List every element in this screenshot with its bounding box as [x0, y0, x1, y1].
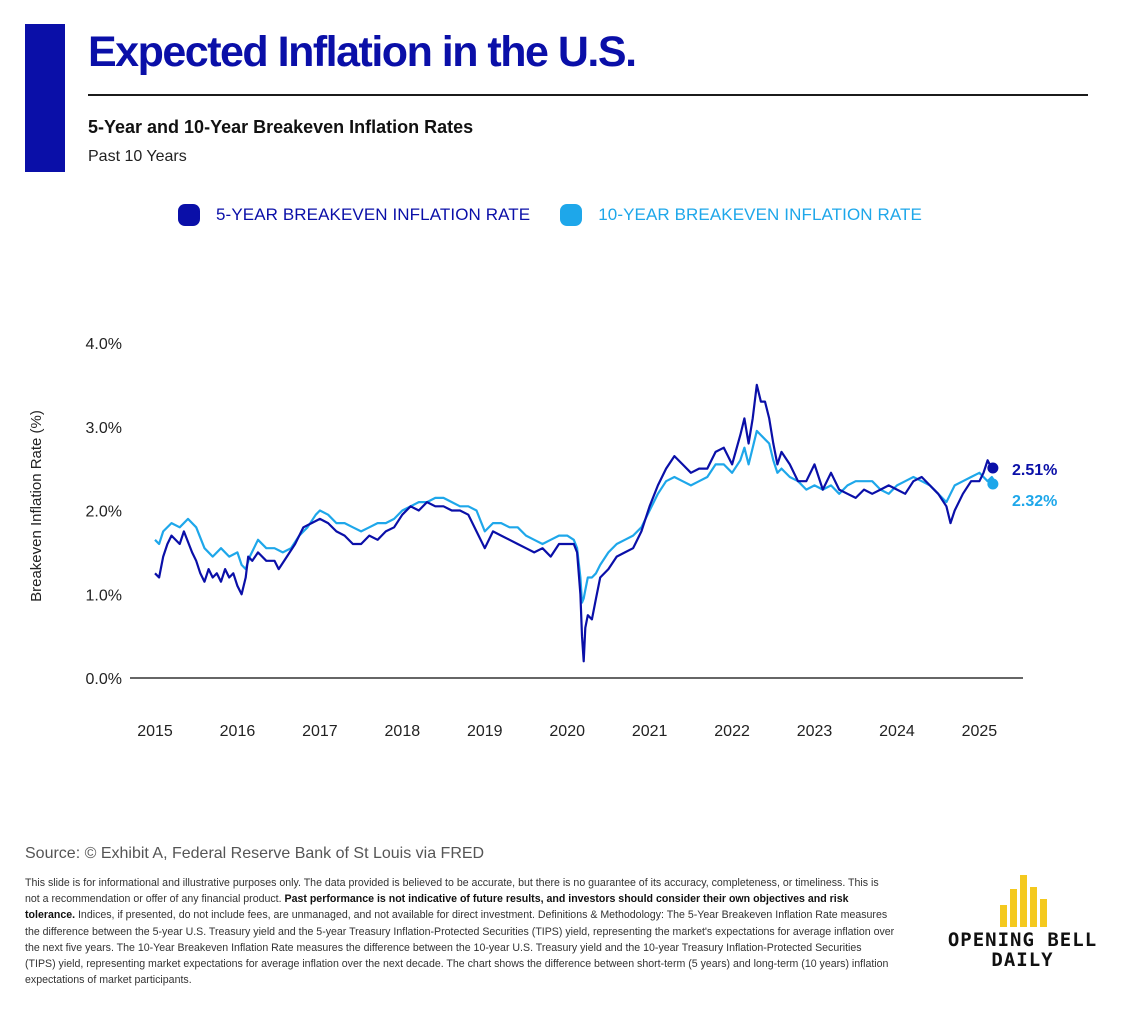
x-tick-label: 2024 [879, 723, 915, 740]
opening-bell-daily-logo: OPENING BELL DAILY [930, 870, 1115, 980]
disclaimer-part-2: Indices, if presented, do not include fe… [25, 909, 895, 987]
legend-label-10y: 10-YEAR BREAKEVEN INFLATION RATE [598, 205, 922, 224]
x-tick-label: 2018 [385, 723, 421, 740]
chart-subtitle: 5-Year and 10-Year Breakeven Inflation R… [88, 117, 474, 137]
series-line-10y [154, 429, 997, 604]
chart-legend: 5-YEAR BREAKEVEN INFLATION RATE 10-YEAR … [178, 204, 952, 226]
x-tick-label: 2020 [549, 723, 585, 740]
bar-chart-logo-icon [1000, 875, 1047, 927]
breakeven-line-chart: Breakeven Inflation Rate (%) 0.0% 1.0% 2.0… [28, 336, 1057, 740]
x-tick-label: 2022 [714, 723, 750, 740]
x-tick-label: 2021 [632, 723, 668, 740]
y-tick-label: 0.0% [86, 671, 122, 688]
legend-item-5y: 5-YEAR BREAKEVEN INFLATION RATE [178, 204, 530, 226]
y-tick-label: 1.0% [86, 587, 122, 604]
page-title: Expected Inflation in the U.S. [88, 28, 637, 76]
x-tick-label: 2016 [220, 723, 256, 740]
logo-line-1: OPENING BELL [947, 929, 1098, 951]
x-tick-label: 2019 [467, 723, 503, 740]
y-tick-label: 2.0% [86, 504, 122, 521]
y-axis-label: Breakeven Inflation Rate (%) [28, 410, 45, 602]
disclaimer-part-1: This slide is for informational and illu… [25, 877, 879, 906]
legend-swatch-10y [560, 204, 583, 226]
accent-bar [25, 24, 65, 172]
source-note: Source: © Exhibit A, Federal Reserve Ban… [25, 845, 485, 862]
chart-period: Past 10 Years [88, 148, 187, 165]
x-tick-label: 2015 [137, 723, 173, 740]
legend-label-5y: 5-YEAR BREAKEVEN INFLATION RATE [216, 205, 531, 224]
legend-item-10y: 10-YEAR BREAKEVEN INFLATION RATE [560, 204, 922, 226]
end-marker-5y [987, 462, 999, 474]
logo-wordmark: OPENING BELL DAILY [930, 930, 1115, 970]
disclaimer-bold: Past performance is not indicative of fu… [25, 893, 849, 922]
y-tick-label: 4.0% [86, 336, 122, 353]
x-tick-label: 2017 [302, 723, 338, 740]
end-marker-10y [987, 478, 999, 490]
logo-line-2: DAILY [991, 949, 1054, 971]
series-line-5y [154, 383, 997, 663]
x-tick-label: 2025 [962, 723, 998, 740]
legend-swatch-5y [178, 204, 200, 226]
disclaimer-text: This slide is for informational and illu… [25, 875, 895, 988]
end-label-10y: 2.32% [1012, 493, 1057, 510]
end-label-5y: 2.51% [1012, 462, 1057, 479]
x-tick-label: 2023 [797, 723, 833, 740]
y-tick-label: 3.0% [86, 420, 122, 437]
title-divider [88, 94, 1088, 96]
